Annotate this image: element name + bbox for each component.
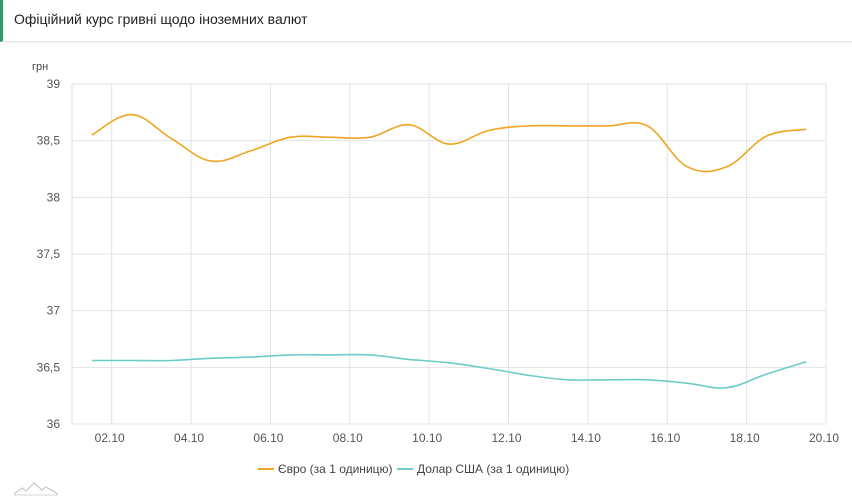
x-gridlines [71, 84, 827, 424]
y-tick-label: 36 [47, 417, 61, 431]
y-axis-ticks: 36 36,5 37 37,5 38 38,5 39 [37, 77, 61, 431]
mountain-logo-icon [14, 482, 58, 496]
y-axis-unit-label: грн [32, 61, 48, 73]
x-tick-label: 16.10 [650, 431, 680, 445]
x-tick-label: 08.10 [333, 431, 363, 445]
series-lines [91, 113, 807, 389]
series-line-1[interactable] [91, 353, 807, 389]
y-gridlines [72, 83, 826, 425]
x-tick-label: 18.10 [730, 431, 760, 445]
line-chart: 36 36,5 37 37,5 38 38,5 39 02.10 04.10 06.10 08.1… [32, 61, 840, 476]
legend-item-0[interactable]: Євро (за 1 одиницю) [258, 462, 393, 476]
x-tick-label: 06.10 [253, 431, 283, 445]
legend-item-1[interactable]: Долар США (за 1 одиницю) [397, 462, 569, 476]
x-tick-label: 20.10 [809, 431, 839, 445]
legend-label: Долар США (за 1 одиницю) [417, 462, 569, 476]
x-tick-label: 14.10 [571, 431, 601, 445]
y-tick-label: 38 [47, 190, 61, 204]
y-tick-label: 37,5 [37, 247, 61, 261]
x-tick-label: 10.10 [412, 431, 442, 445]
series-line-0[interactable] [91, 113, 807, 173]
chart-header: Офіційний курс гривні щодо іноземних вал… [0, 0, 852, 42]
y-tick-label: 37 [47, 304, 61, 318]
y-tick-label: 36,5 [37, 360, 61, 374]
legend[interactable]: Євро (за 1 одиницю) Долар США (за 1 одини… [258, 462, 569, 476]
y-tick-label: 38,5 [37, 134, 61, 148]
x-tick-label: 04.10 [174, 431, 204, 445]
chart-title: Офіційний курс гривні щодо іноземних вал… [14, 11, 308, 27]
x-axis-ticks: 02.10 04.10 06.10 08.10 10.10 12.10 14.10 16.10… [95, 431, 840, 445]
legend-label: Євро (за 1 одиницю) [278, 462, 393, 476]
x-tick-label: 02.10 [95, 431, 125, 445]
y-tick-label: 39 [47, 77, 61, 91]
x-tick-label: 12.10 [492, 431, 522, 445]
